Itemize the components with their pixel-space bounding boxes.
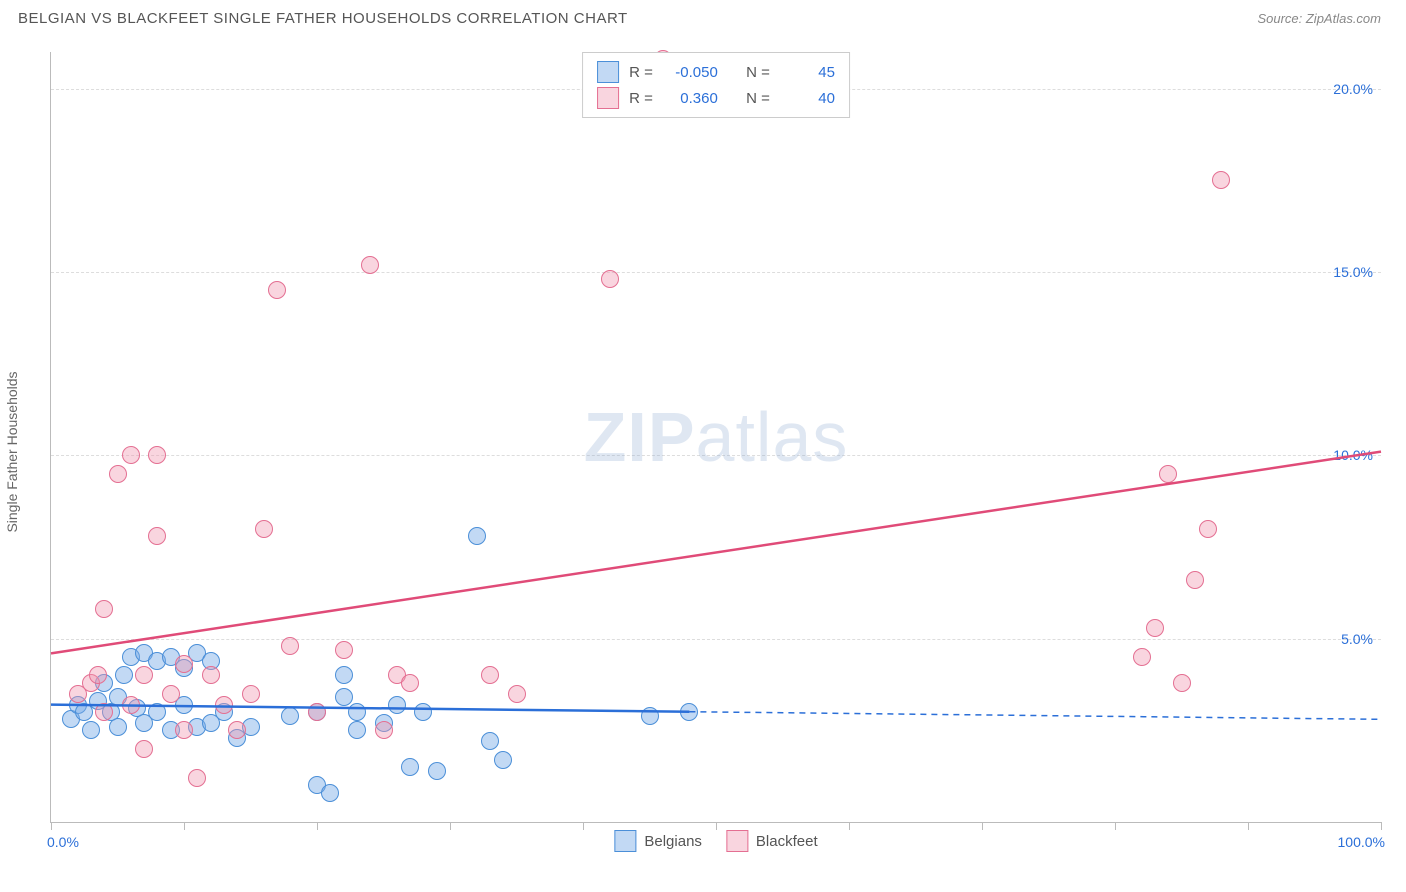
legend-item-blackfeet: Blackfeet [726, 830, 818, 852]
legend-swatch-belgians [614, 830, 636, 852]
x-tick [716, 822, 717, 830]
chart-title: BELGIAN VS BLACKFEET SINGLE FATHER HOUSE… [18, 10, 628, 27]
chart-area: Single Father Households ZIPatlas R = -0… [0, 32, 1406, 872]
x-axis-max-label: 100.0% [1338, 834, 1385, 850]
x-tick [184, 822, 185, 830]
x-tick [583, 822, 584, 830]
chart-source: Source: ZipAtlas.com [1257, 11, 1381, 26]
legend-item-belgians: Belgians [614, 830, 702, 852]
stats-row-blackfeet: R = 0.360 N = 40 [597, 85, 835, 111]
trend-lines [51, 52, 1381, 822]
legend-swatch-blackfeet [726, 830, 748, 852]
plot-region: ZIPatlas R = -0.050 N = 45 R = 0.360 N =… [50, 52, 1381, 823]
x-tick [1381, 822, 1382, 830]
x-tick [849, 822, 850, 830]
x-tick [982, 822, 983, 830]
stats-row-belgians: R = -0.050 N = 45 [597, 59, 835, 85]
x-tick [1115, 822, 1116, 830]
x-tick [450, 822, 451, 830]
x-tick [317, 822, 318, 830]
stats-legend: R = -0.050 N = 45 R = 0.360 N = 40 [582, 52, 850, 118]
chart-header: BELGIAN VS BLACKFEET SINGLE FATHER HOUSE… [0, 0, 1406, 32]
swatch-blackfeet [597, 87, 619, 109]
x-tick [1248, 822, 1249, 830]
x-axis-min-label: 0.0% [47, 834, 79, 850]
x-tick [51, 822, 52, 830]
y-axis-label: Single Father Households [4, 371, 20, 532]
swatch-belgians [597, 61, 619, 83]
series-legend: Belgians Blackfeet [614, 830, 817, 852]
